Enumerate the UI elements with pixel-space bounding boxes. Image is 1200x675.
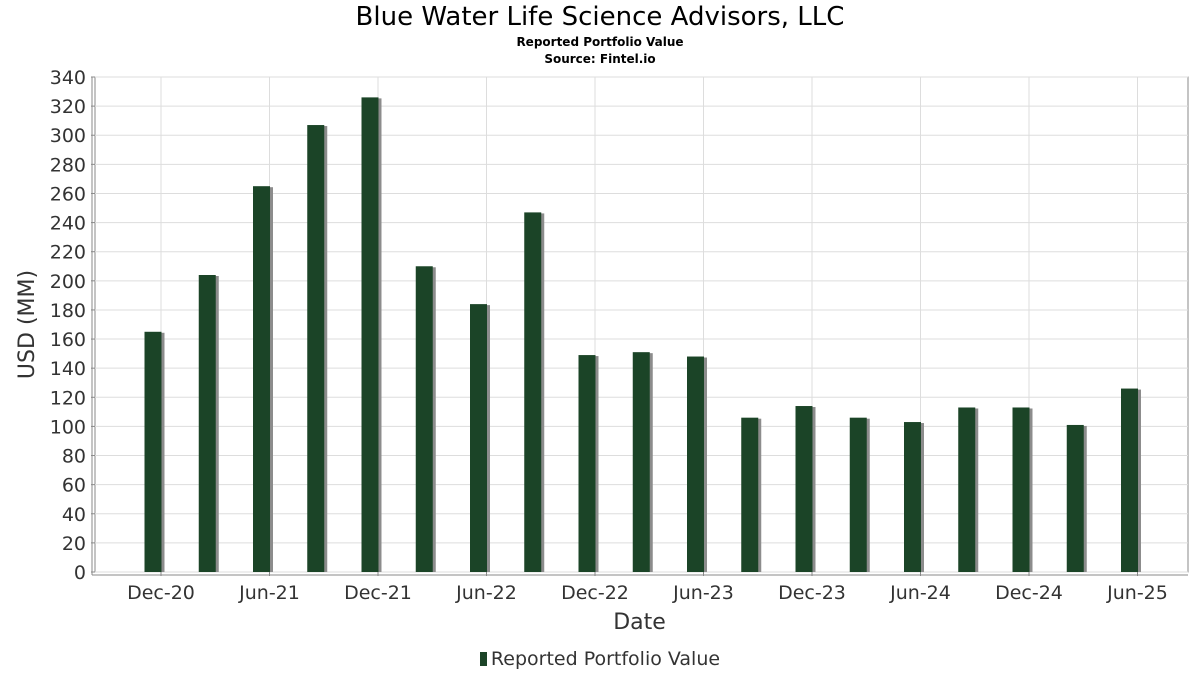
x-tick-label: Dec-24 <box>995 582 1063 604</box>
y-tick-label: 180 <box>50 300 86 322</box>
bar <box>687 356 704 572</box>
bar <box>958 407 976 572</box>
x-tick-label: Jun-24 <box>889 582 951 604</box>
bar <box>578 355 596 572</box>
y-tick-label: 60 <box>62 475 86 497</box>
y-tick-label: 100 <box>50 416 86 438</box>
legend-swatch <box>479 652 487 666</box>
bar <box>415 266 433 572</box>
x-tick-label: Dec-20 <box>127 582 195 604</box>
chart-title: Blue Water Life Science Advisors, LLC <box>355 2 845 32</box>
legend-label: Reported Portfolio Value <box>490 648 721 670</box>
x-axis-label: Date <box>613 610 666 635</box>
y-axis-label: USD (MM) <box>15 270 40 379</box>
y-tick-label: 260 <box>50 183 86 205</box>
y-tick-label: 320 <box>50 96 86 118</box>
bar <box>307 125 325 572</box>
y-tick-label: 120 <box>50 387 86 409</box>
y-tick-label: 40 <box>62 504 86 526</box>
chart-subtitle: Reported Portfolio Value <box>516 35 684 49</box>
y-tick-label: 240 <box>50 213 86 235</box>
bar <box>741 417 759 572</box>
chart-source: Source: Fintel.io <box>544 52 656 66</box>
x-tick-label: Jun-23 <box>672 582 734 604</box>
x-tick-label: Dec-22 <box>561 582 629 604</box>
bar <box>1066 424 1084 572</box>
y-tick-label: 300 <box>50 125 86 147</box>
bar <box>524 212 542 572</box>
bar <box>1121 388 1138 572</box>
y-tick-label: 280 <box>50 154 86 176</box>
bar <box>470 304 487 572</box>
bar <box>795 406 813 572</box>
x-tick-label: Dec-23 <box>778 582 846 604</box>
x-tick-label: Jun-22 <box>455 582 517 604</box>
x-tick-label: Jun-21 <box>238 582 300 604</box>
bar <box>849 417 867 572</box>
y-tick-label: 220 <box>50 242 86 264</box>
y-tick-label: 340 <box>50 67 86 89</box>
x-tick-label: Dec-21 <box>344 582 412 604</box>
bar <box>361 97 379 572</box>
bar <box>144 331 162 572</box>
bar <box>904 422 921 572</box>
y-tick-label: 0 <box>74 562 86 584</box>
bar <box>253 186 270 573</box>
bar <box>198 275 216 572</box>
y-tick-label: 140 <box>50 358 86 380</box>
y-tick-label: 160 <box>50 329 86 351</box>
bar <box>632 352 650 572</box>
bar <box>1012 407 1030 572</box>
y-tick-label: 80 <box>62 446 86 468</box>
x-tick-label: Jun-25 <box>1106 582 1168 604</box>
y-tick-label: 20 <box>62 533 86 555</box>
legend: Reported Portfolio Value <box>0 648 1200 670</box>
y-tick-label: 200 <box>50 271 86 293</box>
